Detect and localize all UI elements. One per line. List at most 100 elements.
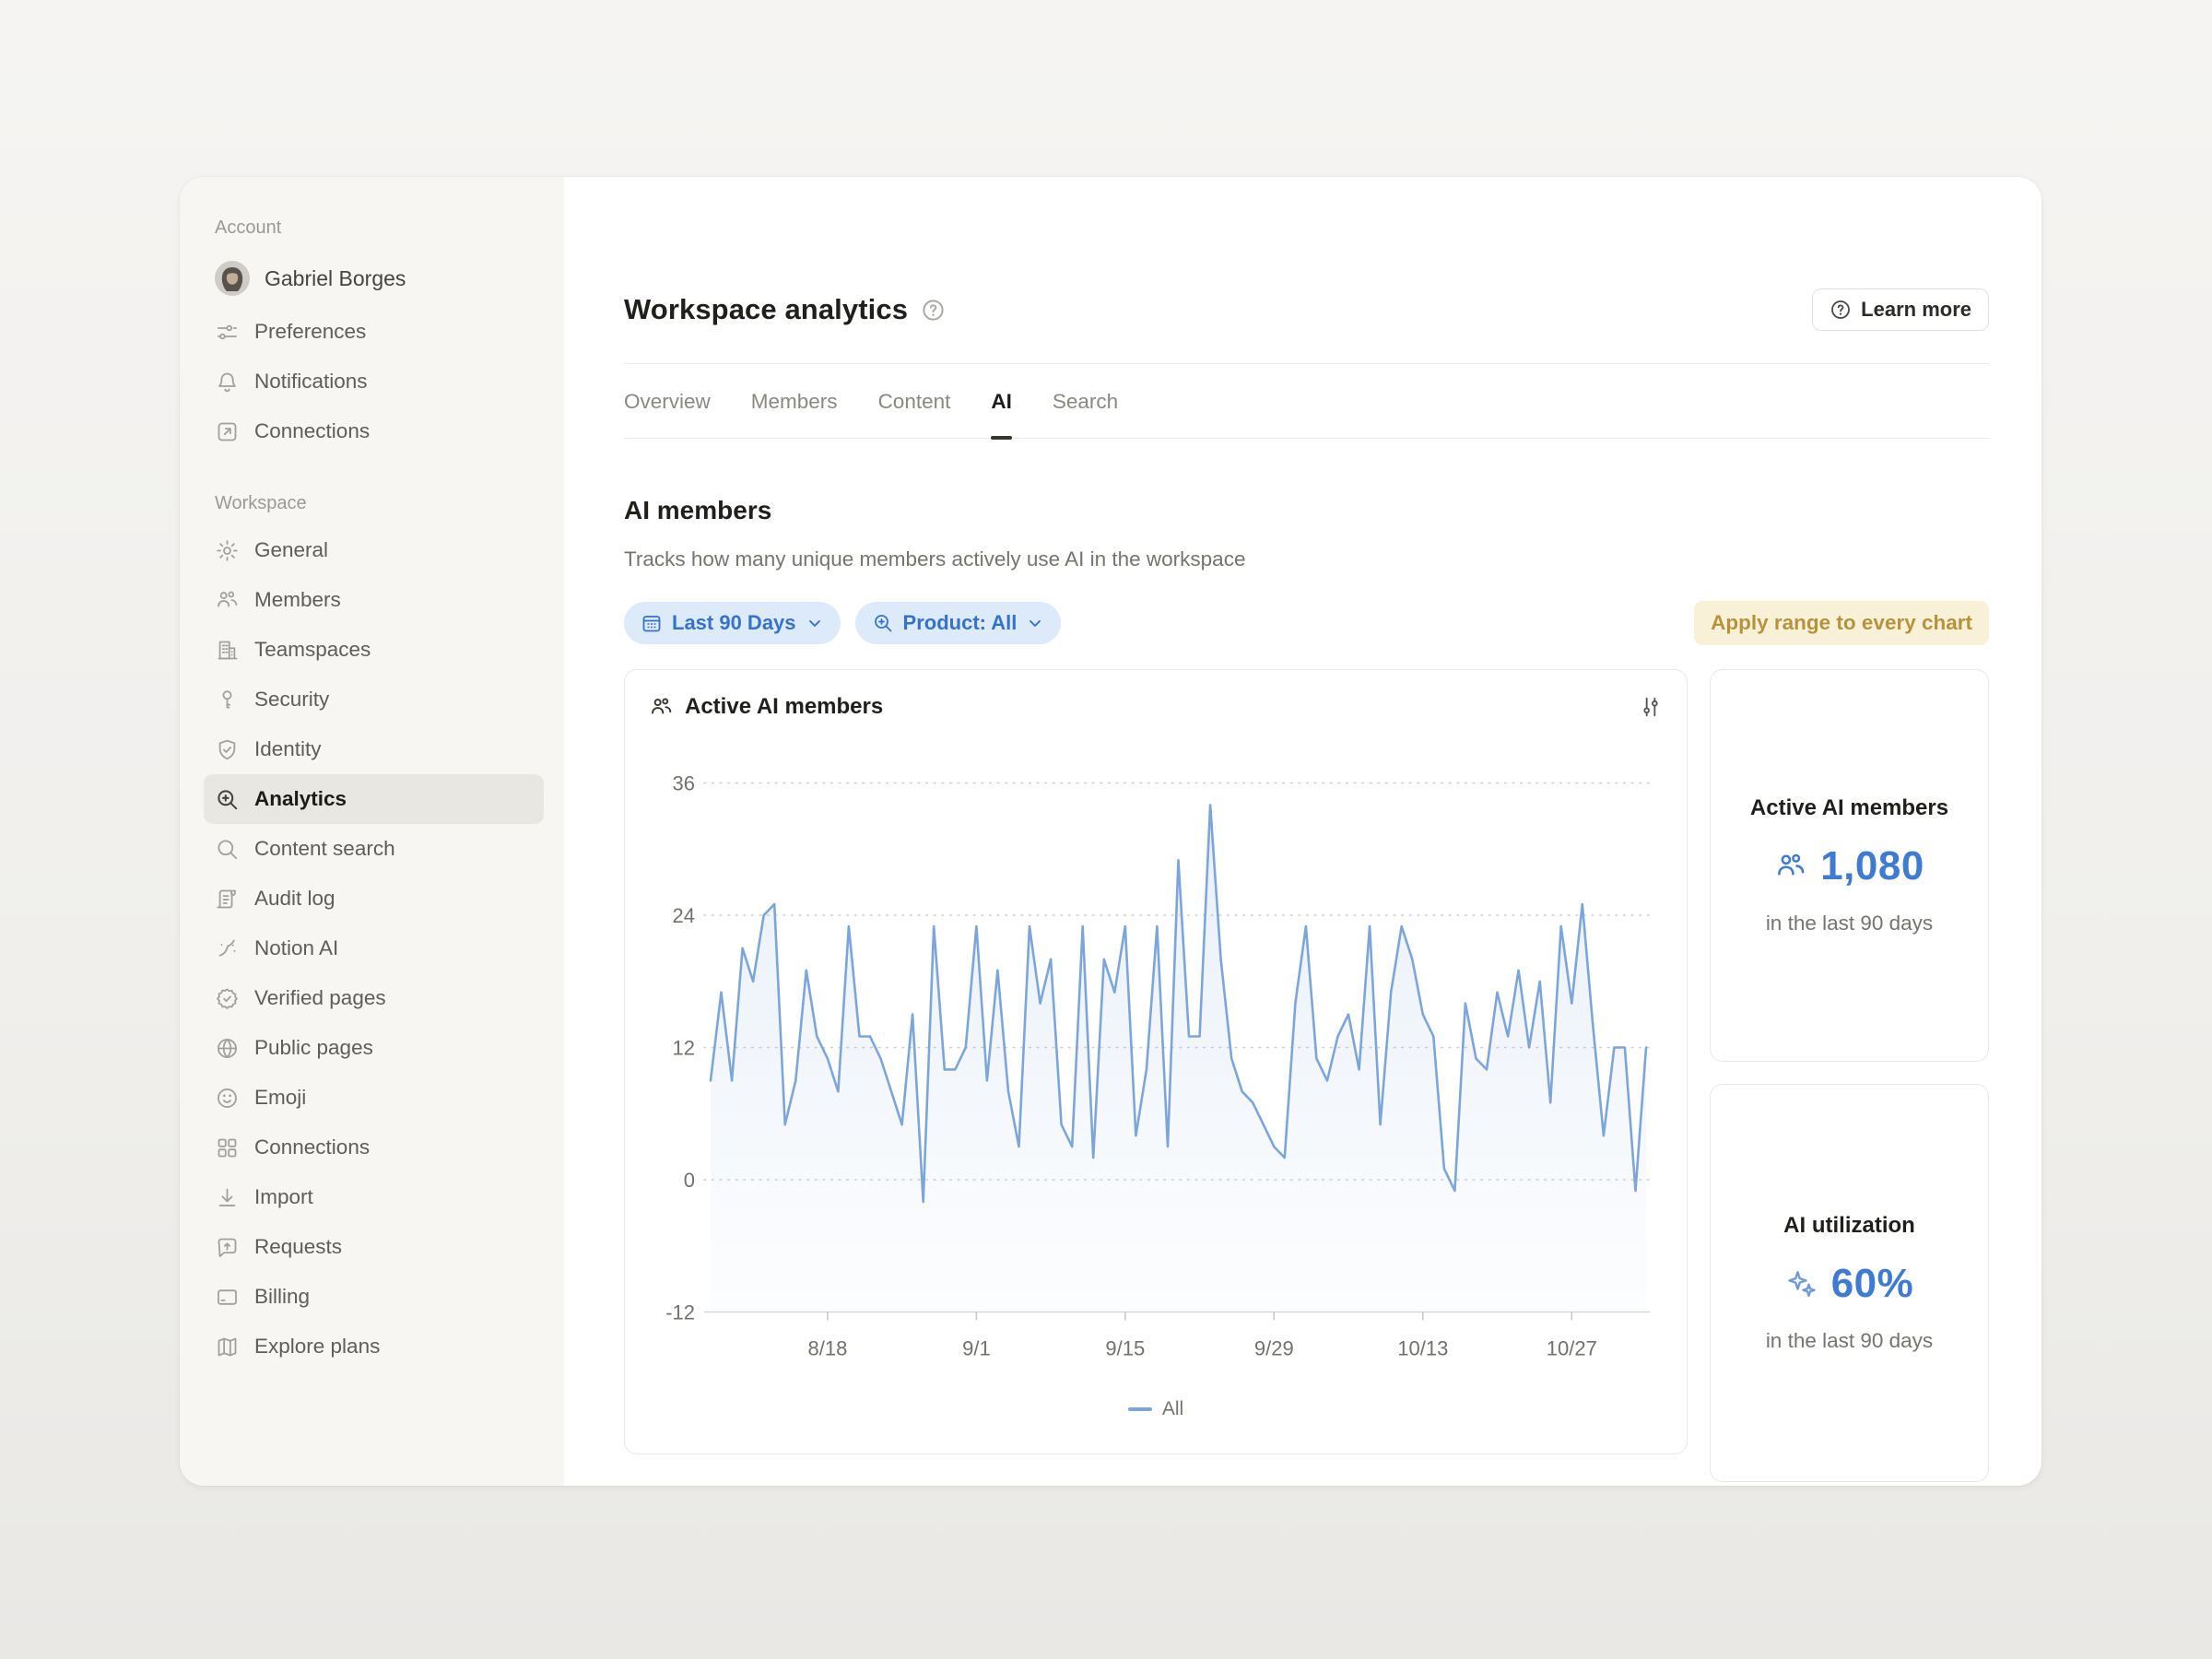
stat-value: 1,080 [1820, 843, 1924, 888]
sidebar-item-requests[interactable]: Requests [204, 1222, 544, 1272]
page-header: Workspace analytics Learn more [624, 286, 1989, 334]
key-icon [215, 688, 240, 712]
chart-header: Active AI members [625, 670, 1687, 720]
stat-caption: in the last 90 days [1765, 1329, 1934, 1352]
sidebar-item-audit-log[interactable]: Audit log [204, 874, 544, 924]
sidebar-item-security[interactable]: Security [204, 675, 544, 724]
sidebar-item-notifications[interactable]: Notifications [204, 357, 544, 406]
sidebar-item-general[interactable]: General [204, 525, 544, 575]
message-up-icon [215, 1235, 240, 1260]
svg-text:10/13: 10/13 [1397, 1337, 1448, 1360]
sidebar-item-public-pages[interactable]: Public pages [204, 1023, 544, 1073]
tab-bar: Overview Members Content AI Search [624, 364, 1989, 440]
sidebar-item-label: Billing [254, 1285, 311, 1308]
help-circle-icon[interactable] [921, 298, 946, 323]
sidebar-item-verified-pages[interactable]: Verified pages [204, 973, 544, 1023]
svg-text:8/18: 8/18 [807, 1337, 847, 1360]
sidebar-item-emoji[interactable]: Emoji [204, 1073, 544, 1123]
sidebar-item-billing[interactable]: Billing [204, 1272, 544, 1322]
calendar-icon [641, 612, 663, 634]
sidebar-item-analytics[interactable]: Analytics [204, 774, 544, 824]
sidebar-item-label: Preferences [254, 320, 367, 343]
sidebar-item-label: Notion AI [254, 936, 339, 959]
arrow-up-right-box-icon [215, 419, 240, 444]
people-icon [1774, 850, 1807, 883]
stat-caption: in the last 90 days [1765, 912, 1934, 935]
sidebar-item-explore-plans[interactable]: Explore plans [204, 1322, 544, 1371]
legend-line-swatch [1127, 1407, 1152, 1411]
sidebar-item-preferences[interactable]: Preferences [204, 307, 544, 357]
active-ai-members-chart-card: Active AI members 36 24 12 0 -12 8/18 9/1 9/15 9… [624, 669, 1688, 1454]
sidebar-item-label: Emoji [254, 1086, 307, 1109]
sidebar-item-label: Identity [254, 737, 322, 760]
product-filter-value: Product: All [902, 611, 1018, 634]
stat-cards-column: Active AI members 1,080 in the l [1710, 669, 1989, 1482]
credit-card-icon [215, 1285, 240, 1310]
sidebar-item-label: Audit log [254, 887, 335, 910]
tab-search[interactable]: Search [1052, 390, 1119, 413]
date-range-value: Last 90 Days [672, 611, 796, 634]
tab-content[interactable]: Content [877, 390, 951, 413]
date-range-filter[interactable]: Last 90 Days [624, 602, 841, 644]
sidebar-item-content-search[interactable]: Content search [204, 824, 544, 874]
svg-text:36: 36 [673, 772, 695, 795]
tab-overview[interactable]: Overview [624, 390, 711, 413]
chevron-down-icon [1026, 614, 1044, 632]
shield-check-icon [215, 737, 240, 762]
active-ai-members-stat-card: Active AI members 1,080 in the l [1710, 669, 1989, 1062]
magnifier-icon [215, 837, 240, 862]
wand-icon [215, 936, 240, 961]
tab-members[interactable]: Members [750, 390, 838, 413]
legend-label: All [1161, 1398, 1184, 1419]
sidebar-item-label: Public pages [254, 1036, 373, 1059]
ai-utilization-stat-card: AI utilization 60% in the last 90 days [1710, 1084, 1989, 1482]
sidebar-item-label: Verified pages [254, 986, 386, 1009]
sidebar-item-label: Analytics [254, 787, 347, 810]
sidebar-item-label: Content search [254, 837, 395, 860]
main-content: Workspace analytics Learn more [564, 177, 2041, 1486]
sidebar-section-label: Account [215, 218, 282, 238]
sidebar-item-label: Requests [254, 1235, 343, 1258]
sidebar-section-label: Workspace [215, 493, 307, 513]
svg-text:-12: -12 [665, 1301, 695, 1324]
sparkles-icon [1785, 1267, 1818, 1300]
sidebar-item-label: Teamspaces [254, 638, 371, 661]
sidebar-item-import[interactable]: Import [204, 1172, 544, 1222]
line-chart[interactable]: 36 24 12 0 -12 8/18 9/1 9/15 9/29 10/13 10/27 [625, 670, 1688, 1455]
settings-window: Account Gabriel Borges Preferences Notifica… [180, 177, 2041, 1486]
sidebar-item-label: Connections [254, 1135, 371, 1159]
sidebar-item-connections[interactable]: Connections [204, 1123, 544, 1172]
analytics-content: Active AI members 36 24 12 0 -12 8/18 9/1 9/15 9… [624, 669, 1989, 1482]
grid-icon [215, 1135, 240, 1160]
header-divider [624, 363, 1989, 364]
svg-text:9/15: 9/15 [1105, 1337, 1145, 1360]
sidebar-item-identity[interactable]: Identity [204, 724, 544, 774]
svg-text:24: 24 [673, 904, 695, 927]
globe-icon [215, 1036, 240, 1061]
stat-value: 60% [1830, 1261, 1914, 1306]
section-title: AI members [624, 496, 772, 524]
chart-title: Active AI members [685, 694, 884, 719]
scroll-icon [215, 887, 240, 912]
product-filter[interactable]: Product: All [854, 602, 1062, 644]
tab-ai[interactable]: AI [991, 390, 1012, 440]
people-icon [215, 588, 240, 613]
sidebar-item-members[interactable]: Members [204, 575, 544, 625]
svg-text:12: 12 [673, 1037, 695, 1060]
bell-icon [215, 370, 240, 394]
learn-more-button[interactable]: Learn more [1812, 288, 1989, 331]
sidebar-item-connections[interactable]: Connections [204, 406, 544, 456]
sidebar-item-notion-ai[interactable]: Notion AI [204, 924, 544, 973]
download-icon [215, 1185, 240, 1210]
sidebar-item-teamspaces[interactable]: Teamspaces [204, 625, 544, 675]
stat-title: Active AI members [1749, 795, 1949, 820]
page-title: Workspace analytics [624, 293, 909, 325]
stat-value-row: 60% [1785, 1261, 1914, 1307]
sliders-icon[interactable] [1639, 695, 1663, 719]
sidebar-item-gabriel-borges[interactable]: Gabriel Borges [204, 250, 544, 307]
people-icon [649, 695, 674, 720]
apply-range-button[interactable]: Apply range to every chart [1694, 601, 1989, 645]
sidebar-item-label: General [254, 538, 329, 561]
svg-text:9/29: 9/29 [1254, 1337, 1294, 1360]
stat-title: AI utilization [1783, 1213, 1915, 1238]
